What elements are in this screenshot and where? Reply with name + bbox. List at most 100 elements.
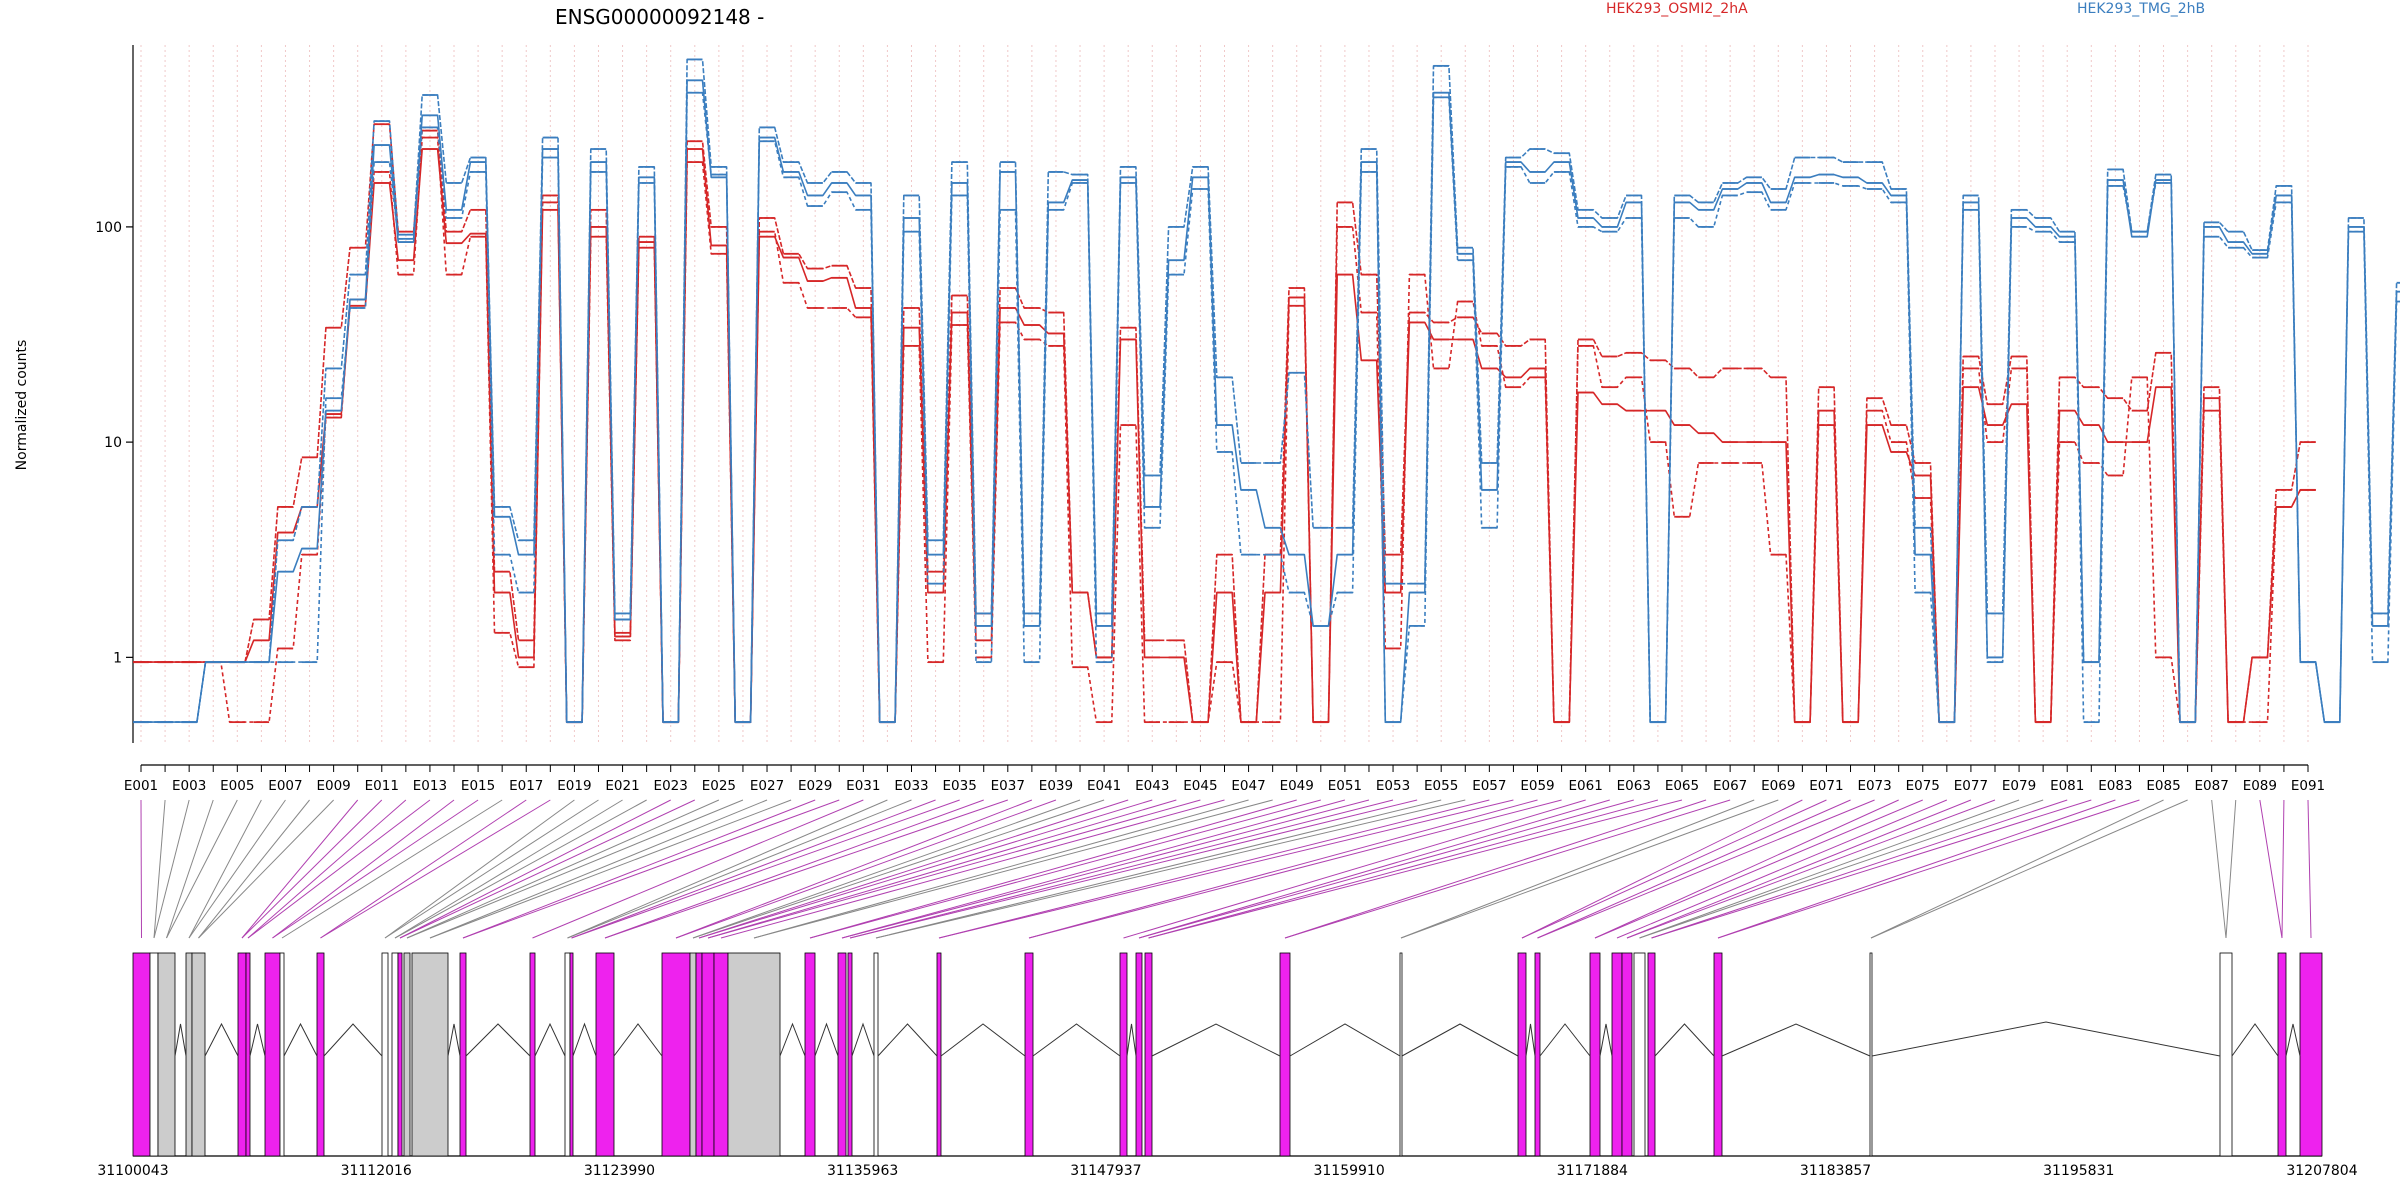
x-tick-label: E035 <box>942 778 976 794</box>
x-tick-label: E019 <box>557 778 591 794</box>
series-path <box>133 58 2400 723</box>
x-tick-label: E059 <box>1520 778 1554 794</box>
x-tick-label: E055 <box>1424 778 1458 794</box>
exon-connector-line <box>153 799 190 939</box>
x-tick-label: E023 <box>654 778 688 794</box>
x-tick-label: E071 <box>1809 778 1843 794</box>
exon-box <box>1517 952 1527 1157</box>
exon-connector-line <box>1400 799 1779 939</box>
intron-line <box>283 1022 318 1057</box>
exon-connector-line <box>1870 799 2188 939</box>
exon-connector-line <box>809 799 1321 939</box>
exon-connector-line <box>394 799 647 939</box>
exon-box <box>936 952 942 1157</box>
exon-connector-line <box>241 799 383 939</box>
exon-box <box>397 952 403 1157</box>
exon-connector-line <box>1639 799 2020 939</box>
intron-line <box>249 1023 266 1057</box>
x-tick-label: E065 <box>1665 778 1699 794</box>
exon-connector-line <box>692 799 1105 939</box>
intron-line <box>1032 1023 1121 1057</box>
x-tick-label: E017 <box>509 778 543 794</box>
x-tick-label: E021 <box>605 778 639 794</box>
gene-model: 31100043 31112016 31123990 31135963 31147937… <box>97 952 2358 1179</box>
exon-box <box>157 952 176 1157</box>
x-axis: E001 E003 E005 E007 E009 E011 E013 E015 E017 E019… <box>124 764 2325 794</box>
x-tick-label: E085 <box>2146 778 2180 794</box>
exon-connector-line <box>399 799 696 939</box>
exon-box <box>411 952 449 1157</box>
exon-connector-line <box>675 799 1033 939</box>
exon-connector-line <box>1594 799 1899 939</box>
exon-connector-line <box>707 799 1177 939</box>
exon-connector-line <box>188 799 286 939</box>
exon-box <box>1869 952 1873 1157</box>
exon-connector-line <box>532 799 864 939</box>
intron-line <box>534 1022 566 1057</box>
exon-box <box>1534 952 1541 1157</box>
intron-line <box>174 1023 187 1057</box>
exon-box <box>2299 952 2323 1157</box>
y-tick-label: 1 <box>113 650 122 666</box>
exon-connector-line <box>809 799 1297 939</box>
exon-connector-line <box>241 799 359 939</box>
exon-connector-line <box>875 799 1442 939</box>
exon-connector-line <box>166 799 238 939</box>
x-tick-label: E003 <box>172 778 206 794</box>
x-tick-label: E031 <box>846 778 880 794</box>
intron-line <box>2285 1023 2301 1057</box>
x-tick-label: E087 <box>2195 778 2229 794</box>
x-tick-label: E007 <box>268 778 302 794</box>
exon-connector-line <box>1138 799 1634 939</box>
exon-box <box>381 952 389 1157</box>
genomic-coordinate-label: 31123990 <box>584 1163 655 1179</box>
genomic-coordinate-label: 31183857 <box>1800 1163 1871 1179</box>
x-tick-label: E005 <box>220 778 254 794</box>
exon-box <box>185 952 193 1157</box>
exon-connector-line <box>1616 799 1948 939</box>
series-line <box>133 79 2400 724</box>
x-tick-label: E009 <box>316 778 350 794</box>
x-tick-label: E027 <box>750 778 784 794</box>
exon-connector-line <box>384 799 575 939</box>
x-tick-label: E051 <box>1328 778 1362 794</box>
exon-connector-line <box>394 799 623 939</box>
exon-connector-line <box>841 799 1370 939</box>
exon-connector-line <box>2281 799 2285 939</box>
exon-connector-line <box>166 799 214 939</box>
exon-connector-line <box>675 799 1057 939</box>
exon-connector-line <box>841 799 1346 939</box>
exon-connector-line <box>1594 799 1923 939</box>
x-tick-label: E083 <box>2098 778 2132 794</box>
exon-connector-line <box>698 799 1153 939</box>
intron-line <box>1151 1023 1281 1057</box>
intron-line <box>323 1023 383 1057</box>
intron-line <box>779 1022 806 1057</box>
intron-line <box>851 1022 875 1057</box>
series-line <box>133 58 2400 724</box>
intron-line <box>1289 1023 1401 1057</box>
exon-box <box>149 952 159 1157</box>
y-tick-label: 100 <box>95 220 122 236</box>
exon-box <box>403 952 411 1157</box>
x-tick-label: E015 <box>461 778 495 794</box>
exon-connector-line <box>320 799 527 939</box>
intron-line <box>814 1022 839 1057</box>
series-line <box>133 123 2316 724</box>
x-tick-label: E011 <box>365 778 399 794</box>
exon-box <box>1135 952 1143 1157</box>
exon-box <box>1399 952 1403 1157</box>
exon-connector-line <box>849 799 1394 939</box>
exon-box <box>264 952 281 1157</box>
exon-connector-line <box>1148 799 1683 939</box>
exon-connector-line <box>281 799 503 939</box>
exon-connector-line <box>567 799 912 939</box>
intron-line <box>1126 1023 1137 1057</box>
y-axis: 1 10 100 <box>95 45 134 743</box>
genomic-coordinate-label: 31135963 <box>827 1163 898 1179</box>
exon-box <box>1611 952 1623 1157</box>
exon-box <box>837 952 847 1157</box>
exon-box <box>1647 952 1656 1157</box>
exon-connector-line <box>1870 799 2164 939</box>
